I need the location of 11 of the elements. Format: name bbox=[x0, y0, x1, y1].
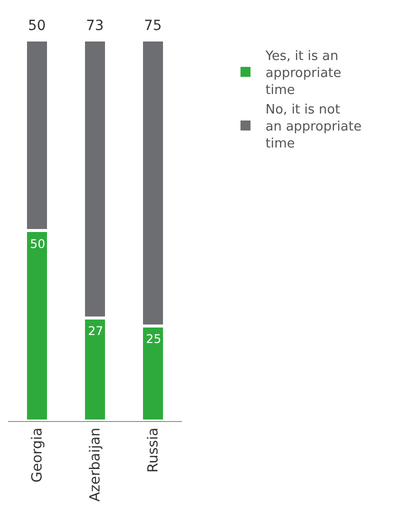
data-label: 25 bbox=[146, 332, 162, 346]
data-label: 75 bbox=[144, 18, 162, 34]
x-tick-label: Georgia bbox=[30, 428, 46, 483]
x-tick-label: Azerbaijan bbox=[88, 428, 104, 502]
data-label: 50 bbox=[30, 237, 46, 251]
data-label: 73 bbox=[86, 18, 104, 34]
data-label: 27 bbox=[88, 324, 104, 338]
legend-label: Yes, it is an appropriate time bbox=[264, 49, 342, 98]
legend-label: No, it is not an appropriate time bbox=[266, 102, 362, 152]
data-label: 50 bbox=[28, 18, 46, 34]
x-tick-label: Russia bbox=[146, 428, 162, 473]
